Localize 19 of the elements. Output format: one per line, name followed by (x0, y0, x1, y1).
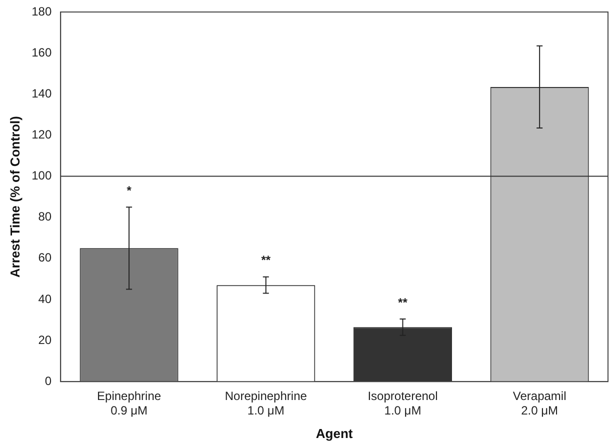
x-tick-label: Verapamil 2.0 μM (512, 389, 566, 418)
y-tick-label: 120 (32, 128, 52, 142)
y-tick-label: 20 (38, 332, 52, 347)
x-tick-label: Norepinephrine 1.0 μM (224, 389, 308, 418)
y-axis-title: Arrest Time (% of Control) (7, 116, 22, 278)
y-tick-label: 100 (32, 168, 52, 183)
annotation: ** (261, 253, 271, 268)
y-tick-label: 40 (38, 292, 52, 306)
y-tick-label: 140 (32, 86, 52, 100)
x-tick-label: Epinephrine 0.9 μM (97, 389, 162, 418)
annotation: ** (398, 295, 408, 310)
y-tick-label: 0 (44, 374, 52, 388)
x-axis-title: Agent (316, 426, 354, 441)
y-tick-label: 180 (32, 4, 52, 18)
y-tick-label: 60 (38, 250, 52, 265)
y-tick-label: 160 (32, 45, 52, 60)
annotation: * (126, 183, 132, 198)
y-tick-label: 80 (38, 210, 52, 224)
x-tick-label: Isoproterenol 1.0 μM (368, 389, 438, 418)
